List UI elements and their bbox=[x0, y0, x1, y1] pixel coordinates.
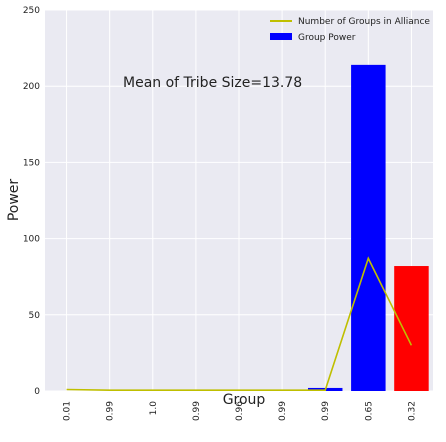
annotation: Mean of Tribe Size=13.78 bbox=[123, 75, 302, 91]
bars bbox=[307, 64, 429, 391]
y-tick-label: 100 bbox=[23, 235, 40, 245]
line-path bbox=[66, 256, 413, 392]
x-tick-label: 0.99 bbox=[278, 401, 288, 421]
x-axis-label: Group bbox=[223, 392, 266, 408]
x-tick-label: 1.0 bbox=[149, 401, 159, 416]
x-tick-label: 0.01 bbox=[63, 401, 73, 421]
y-tick-label: 250 bbox=[23, 6, 40, 16]
y-tick-label: 0 bbox=[34, 387, 40, 397]
x-tick-label: 0.65 bbox=[364, 401, 374, 421]
y-tick-label: 50 bbox=[29, 311, 41, 321]
legend: Number of Groups in Alliance Group Power bbox=[270, 17, 430, 43]
bar bbox=[351, 64, 386, 391]
y-tick-label: 200 bbox=[23, 82, 40, 92]
x-tick-label: 0.99 bbox=[192, 401, 202, 421]
line-series bbox=[66, 256, 413, 392]
bar bbox=[394, 266, 429, 391]
legend-bar-swatch bbox=[270, 33, 292, 40]
x-tick-label: 0.32 bbox=[407, 401, 417, 421]
y-tick-label: 150 bbox=[23, 158, 40, 168]
x-ticks: 0.01 0.99 1.0 0.99 0.96 0.99 0.99 0.65 0.32 bbox=[63, 401, 418, 421]
legend-label-bar: Group Power bbox=[298, 33, 356, 43]
x-tick-label: 0.99 bbox=[106, 401, 116, 421]
y-axis-label: Power bbox=[6, 179, 22, 222]
legend-label-line: Number of Groups in Alliance bbox=[298, 17, 430, 27]
y-ticks: 0 50 100 150 200 250 bbox=[23, 6, 40, 397]
x-tick-label: 0.96 bbox=[235, 401, 245, 421]
x-tick-label: 0.99 bbox=[321, 401, 331, 421]
